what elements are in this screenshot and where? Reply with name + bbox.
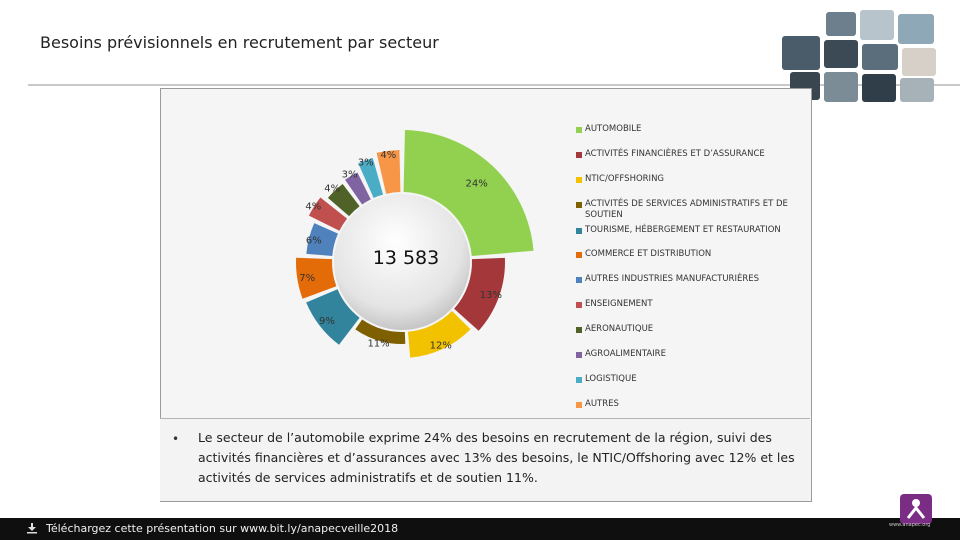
legend-label: AUTRES xyxy=(585,399,619,409)
slice-label-1: 24% xyxy=(465,179,487,190)
page-title: Besoins prévisionnels en recrutement par… xyxy=(40,33,439,52)
photo-tile xyxy=(900,78,934,102)
legend-swatch xyxy=(576,352,582,358)
legend-item: ACTIVITÉS DE SERVICES ADMINISTRATIFS ET … xyxy=(576,199,801,221)
legend-label: AERONAUTIQUE xyxy=(585,324,654,334)
slice-label-10: 3% xyxy=(342,169,358,180)
donut-slice-2 xyxy=(454,257,505,331)
legend-swatch xyxy=(576,302,582,308)
legend-label: AUTOMOBILE xyxy=(585,124,642,134)
slice-label-6: 7% xyxy=(299,273,315,284)
summary-text: Le secteur de l’automobile exprime 24% d… xyxy=(198,430,795,485)
photo-tile xyxy=(824,72,858,102)
slice-label-8: 4% xyxy=(305,202,321,213)
legend-swatch xyxy=(576,327,582,333)
donut-slice-1 xyxy=(403,130,534,257)
donut-slice-10 xyxy=(345,172,371,205)
download-icon[interactable] xyxy=(26,522,38,534)
legend-label: COMMERCE ET DISTRIBUTION xyxy=(585,249,712,259)
legend-item: ACTIVITÉS FINANCIÈRES ET D’ASSURANCE xyxy=(576,149,801,160)
slice-label-4: 11% xyxy=(367,339,389,350)
slice-label-9: 4% xyxy=(324,184,340,195)
photo-tile xyxy=(826,12,856,36)
donut-hub xyxy=(334,194,470,330)
slice-label-2: 13% xyxy=(480,290,502,301)
legend-swatch xyxy=(576,252,582,258)
legend-item: NTIC/OFFSHORING xyxy=(576,174,801,185)
donut-slice-9 xyxy=(327,184,360,217)
donut-center-total: 13 583 xyxy=(373,247,439,269)
legend-item: AUTRES xyxy=(576,399,801,410)
donut-slice-11 xyxy=(358,158,384,199)
legend-swatch xyxy=(576,228,582,234)
legend-label: ACTIVITÉS FINANCIÈRES ET D’ASSURANCE xyxy=(585,149,765,159)
legend-swatch xyxy=(576,177,582,183)
logo-url: www.anapec.org xyxy=(889,522,931,528)
footer-bar: Téléchargez cette présentation sur www.b… xyxy=(0,518,960,540)
legend-item: AUTRES INDUSTRIES MANUFACTURIÈRES xyxy=(576,274,801,285)
legend-swatch xyxy=(576,277,582,283)
legend-label: LOGISTIQUE xyxy=(585,374,637,384)
legend-item: AUTOMOBILE xyxy=(576,124,801,135)
donut-slice-6 xyxy=(296,257,337,299)
legend-item: AERONAUTIQUE xyxy=(576,324,801,335)
donut-slice-5 xyxy=(306,289,360,345)
legend-label: ENSEIGNEMENT xyxy=(585,299,653,309)
legend-label: ACTIVITÉS DE SERVICES ADMINISTRATIFS ET … xyxy=(585,199,788,220)
slice-label-3: 12% xyxy=(430,340,452,351)
legend-swatch xyxy=(576,127,582,133)
legend-swatch xyxy=(576,402,582,408)
legend-item: ENSEIGNEMENT xyxy=(576,299,801,310)
slice-label-7: 6% xyxy=(306,235,322,246)
slice-label-5: 9% xyxy=(319,316,335,327)
donut-slice-8 xyxy=(308,197,348,231)
donut-slice-4 xyxy=(355,319,406,344)
photo-tile xyxy=(862,74,896,102)
slice-label-11: 3% xyxy=(358,157,374,168)
footer-download-link[interactable]: Téléchargez cette présentation sur www.b… xyxy=(46,522,399,535)
photo-tile xyxy=(782,36,820,70)
donut-slice-7 xyxy=(306,223,339,257)
photo-tile xyxy=(862,44,898,70)
legend-label: AUTRES INDUSTRIES MANUFACTURIÈRES xyxy=(585,274,760,284)
summary-bullet: • xyxy=(172,432,180,446)
slice-label-12: 4% xyxy=(380,150,396,161)
legend-label: AGROALIMENTAIRE xyxy=(585,349,666,359)
legend-label: TOURISME, HÉBERGEMENT ET RESTAURATION xyxy=(585,225,781,235)
photo-tile xyxy=(860,10,894,40)
photo-tile xyxy=(902,48,936,76)
anapec-logo xyxy=(900,494,932,524)
donut-slice-12 xyxy=(376,150,401,194)
legend-swatch xyxy=(576,152,582,158)
legend-item: AGROALIMENTAIRE xyxy=(576,349,801,360)
title-divider xyxy=(28,84,960,86)
legend-item: LOGISTIQUE xyxy=(576,374,801,385)
summary-panel xyxy=(160,418,810,501)
legend-swatch xyxy=(576,202,582,208)
legend-label: NTIC/OFFSHORING xyxy=(585,174,665,184)
legend-swatch xyxy=(576,377,582,383)
legend-item: COMMERCE ET DISTRIBUTION xyxy=(576,249,801,260)
donut-slice-3 xyxy=(407,311,471,358)
photo-tile xyxy=(898,14,934,44)
legend-item: TOURISME, HÉBERGEMENT ET RESTAURATION xyxy=(576,225,801,236)
header-photo-collage xyxy=(780,10,940,102)
photo-tile xyxy=(824,40,858,68)
